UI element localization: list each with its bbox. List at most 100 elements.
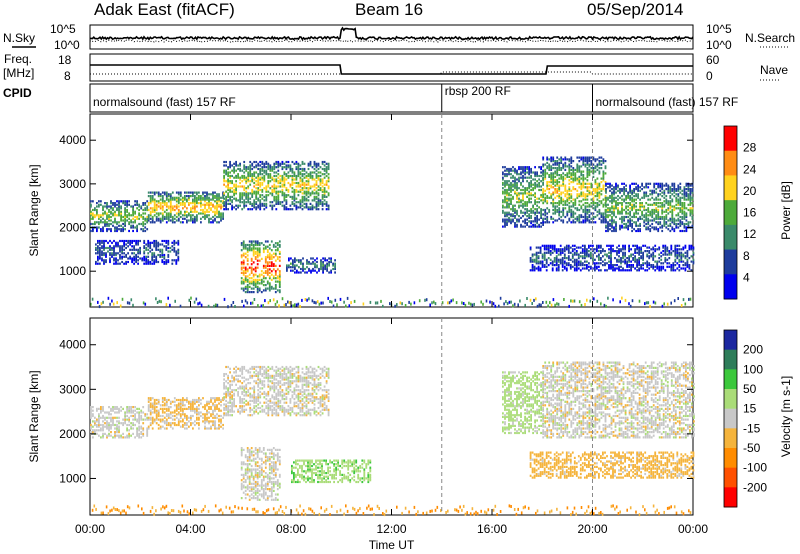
echo-cell — [308, 268, 310, 270]
echo-cell — [641, 202, 643, 204]
echo-cell — [635, 209, 637, 211]
echo-cell — [324, 168, 326, 170]
echo-cell — [578, 247, 580, 249]
echo-cell — [279, 260, 281, 262]
echo-cell — [279, 191, 281, 193]
echo-cell — [659, 205, 661, 207]
echo-cell — [269, 164, 271, 166]
echo-cell — [597, 164, 599, 166]
echo-cell — [634, 245, 636, 247]
echo-cell — [572, 199, 574, 201]
echo-cell — [170, 219, 172, 221]
echo-cell — [684, 223, 686, 225]
echo-cell — [508, 212, 510, 214]
echo-cell — [271, 185, 273, 187]
echo-cell — [92, 426, 94, 428]
echo-cell — [184, 218, 186, 220]
echo-cell — [176, 192, 178, 194]
echo-cell — [636, 245, 638, 247]
echo-cell — [504, 196, 506, 198]
echo-cell — [277, 242, 279, 244]
echo-cell — [649, 211, 651, 213]
echo-cell — [121, 256, 123, 258]
echo-cell — [653, 199, 655, 201]
echo-cell — [550, 185, 552, 187]
echo-cell — [273, 288, 275, 290]
echo-cell — [578, 200, 580, 202]
echo-cell — [605, 219, 607, 221]
echo-cell — [665, 195, 667, 197]
echo-cell — [564, 254, 566, 256]
echo-cell — [522, 185, 524, 187]
echo-cell — [663, 197, 665, 199]
echo-cell — [566, 267, 568, 269]
echo-cell — [447, 301, 449, 304]
echo-cell — [243, 267, 245, 269]
echo-cell — [153, 240, 155, 242]
echo-cell — [611, 192, 613, 194]
echo-cell — [300, 164, 302, 166]
echo-cell — [550, 259, 552, 261]
echo-cell — [261, 203, 263, 205]
echo-cell — [271, 274, 273, 276]
echo-cell — [122, 216, 124, 218]
echo-cell — [682, 254, 684, 256]
echo-cell — [630, 248, 632, 250]
echo-cell — [186, 219, 188, 221]
echo-cell — [678, 245, 680, 247]
echo-cell — [544, 197, 546, 199]
y-axis-label: Slant Range [km] — [27, 164, 41, 256]
echo-cell — [202, 209, 204, 211]
y-tick-label: 2000 — [59, 221, 86, 235]
echo-cell — [127, 257, 129, 259]
echo-cell — [526, 196, 528, 198]
echo-cell — [196, 197, 198, 199]
echo-cell — [118, 221, 120, 223]
echo-cell — [312, 299, 314, 302]
echo-cell — [548, 245, 550, 247]
echo-cell — [322, 185, 324, 187]
echo-cell — [237, 205, 239, 207]
echo-cell — [606, 262, 608, 264]
echo-cell — [669, 223, 671, 225]
echo-cell — [585, 178, 587, 180]
echo-cell — [609, 207, 611, 209]
echo-cell — [508, 168, 510, 170]
echo-cell — [102, 301, 104, 304]
echo-cell — [502, 191, 504, 193]
echo-cell — [613, 186, 615, 188]
echo-cell — [282, 205, 284, 207]
echo-cell — [646, 269, 648, 271]
echo-cell — [600, 250, 602, 252]
echo-cell — [642, 267, 644, 269]
echo-cell — [648, 262, 650, 264]
echo-cell — [660, 266, 662, 268]
echo-cell — [552, 245, 554, 247]
echo-cell — [129, 240, 131, 242]
echo-cell — [284, 205, 286, 207]
echo-cell — [655, 207, 657, 209]
echo-cell — [587, 209, 589, 211]
echo-cell — [241, 288, 243, 290]
echo-cell — [618, 266, 620, 268]
echo-cell — [113, 240, 115, 242]
echo-cell — [167, 240, 169, 242]
echo-cell — [151, 263, 153, 265]
echo-cell — [601, 160, 603, 162]
echo-cell — [316, 191, 318, 193]
echo-cell — [677, 185, 679, 187]
echo-cell — [267, 173, 269, 175]
echo-cell — [300, 168, 302, 170]
nsky-trace — [90, 28, 693, 39]
echo-cell — [290, 263, 292, 265]
echo-cell — [674, 245, 676, 247]
echo-cell — [576, 207, 578, 209]
echo-cell — [562, 176, 564, 178]
echo-cell — [532, 224, 534, 226]
echo-cell — [530, 175, 532, 177]
echo-cell — [192, 199, 194, 201]
echo-cell — [582, 248, 584, 250]
echo-cell — [532, 264, 534, 266]
echo-cell — [304, 168, 306, 170]
